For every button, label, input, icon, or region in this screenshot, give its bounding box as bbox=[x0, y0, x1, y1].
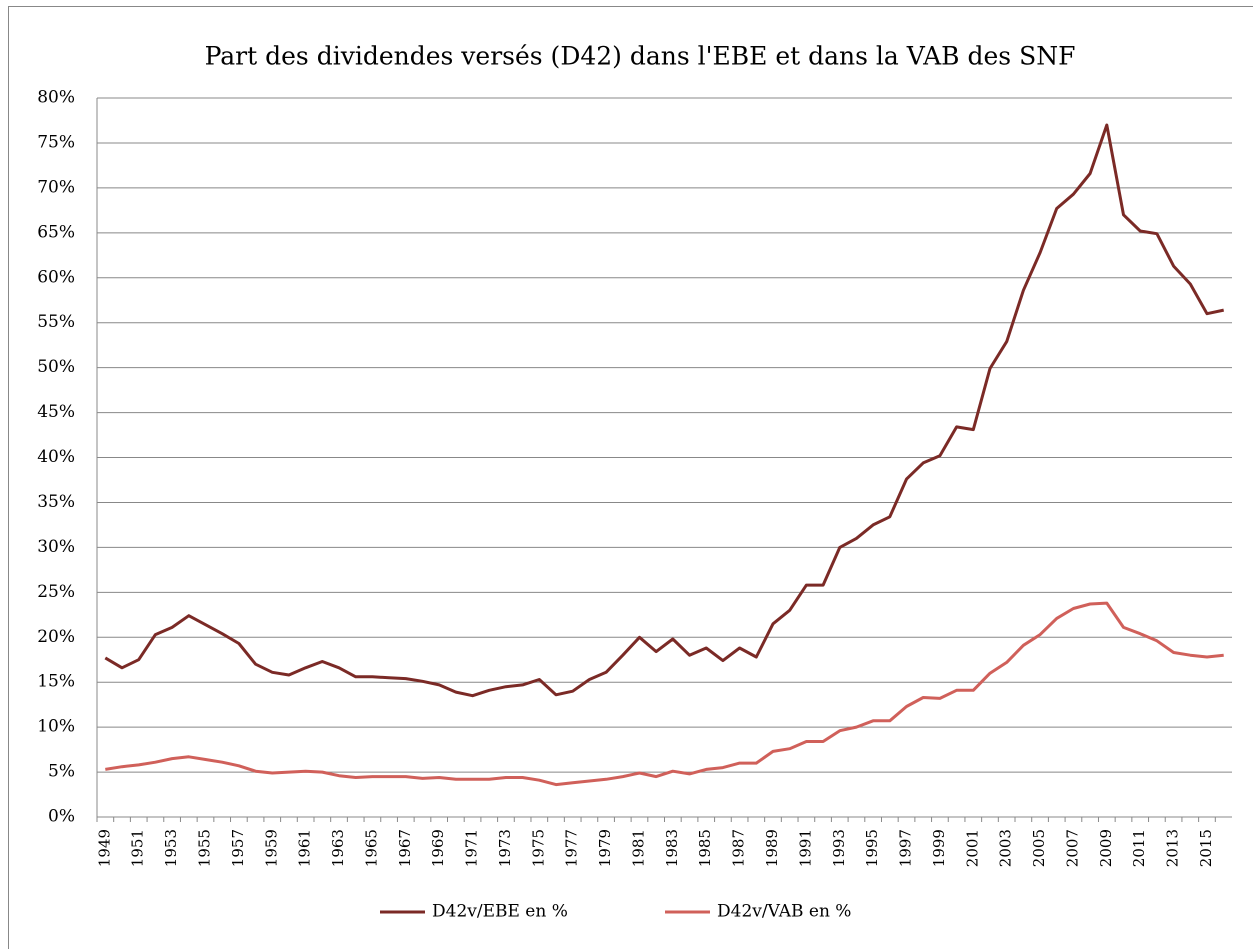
x-tick-label: 2003 bbox=[997, 829, 1015, 867]
x-tick-label: 1975 bbox=[529, 829, 547, 867]
y-tick-label: 10% bbox=[37, 717, 75, 737]
x-tick-label: 1983 bbox=[663, 829, 681, 867]
y-tick-label: 35% bbox=[37, 492, 75, 512]
y-tick-label: 50% bbox=[37, 357, 75, 377]
x-tick-label: 1977 bbox=[563, 829, 581, 867]
x-tick-label: 1991 bbox=[796, 829, 814, 867]
y-tick-label: 80% bbox=[37, 88, 75, 108]
x-tick-label: 1963 bbox=[329, 829, 347, 867]
y-tick-label: 65% bbox=[37, 222, 75, 242]
x-tick-label: 1955 bbox=[195, 829, 213, 867]
y-tick-label: 30% bbox=[37, 537, 75, 557]
x-tick-label: 1969 bbox=[429, 829, 447, 867]
line-series bbox=[105, 601, 1224, 787]
x-tick-label: 1965 bbox=[362, 829, 380, 867]
x-tick-label: 2011 bbox=[1130, 829, 1148, 867]
x-tick-label: 1995 bbox=[863, 829, 881, 867]
legend-label: D42v/EBE en % bbox=[432, 902, 568, 922]
y-tick-label: 60% bbox=[37, 267, 75, 287]
x-tick-label: 1999 bbox=[930, 829, 948, 867]
x-tick-label: 1993 bbox=[830, 829, 848, 867]
y-tick-label: 20% bbox=[37, 627, 75, 647]
x-tick-label: 2015 bbox=[1197, 829, 1215, 867]
x-tick-label: 1951 bbox=[129, 829, 147, 867]
x-tick-label: 1949 bbox=[95, 829, 113, 867]
y-tick-label: 45% bbox=[37, 402, 75, 422]
legend-label: D42v/VAB en % bbox=[717, 902, 851, 922]
chart-title: Part des dividendes versés (D42) dans l'… bbox=[205, 42, 1076, 71]
x-tick-label: 1953 bbox=[162, 829, 180, 867]
x-tick-label: 1967 bbox=[396, 829, 414, 867]
x-tick-label: 2007 bbox=[1063, 829, 1081, 867]
y-tick-label: 70% bbox=[37, 177, 75, 197]
x-tick-label: 2001 bbox=[963, 829, 981, 867]
chart-frame bbox=[8, 6, 1253, 949]
y-tick-label: 5% bbox=[48, 762, 75, 782]
x-tick-label: 1961 bbox=[296, 829, 314, 867]
x-tick-label: 1971 bbox=[463, 829, 481, 867]
x-tick-label: 1979 bbox=[596, 829, 614, 867]
x-tick-label: 1981 bbox=[629, 829, 647, 867]
x-tick-label: 1997 bbox=[897, 829, 915, 867]
y-tick-label: 40% bbox=[37, 447, 75, 467]
y-tick-label: 0% bbox=[48, 807, 75, 827]
y-tick-label: 25% bbox=[37, 582, 75, 602]
line-series bbox=[104, 123, 1225, 698]
x-tick-label: 1989 bbox=[763, 829, 781, 867]
x-tick-label: 2009 bbox=[1097, 829, 1115, 867]
x-tick-label: 1973 bbox=[496, 829, 514, 867]
x-tick-label: 1987 bbox=[730, 829, 748, 867]
x-tick-label: 2013 bbox=[1164, 829, 1182, 867]
x-tick-label: 1959 bbox=[262, 829, 280, 867]
x-tick-label: 1957 bbox=[229, 829, 247, 867]
y-tick-label: 15% bbox=[37, 672, 75, 692]
y-tick-label: 75% bbox=[37, 132, 75, 152]
x-tick-label: 1985 bbox=[696, 829, 714, 867]
x-tick-label: 2005 bbox=[1030, 829, 1048, 867]
y-tick-label: 55% bbox=[37, 312, 75, 332]
